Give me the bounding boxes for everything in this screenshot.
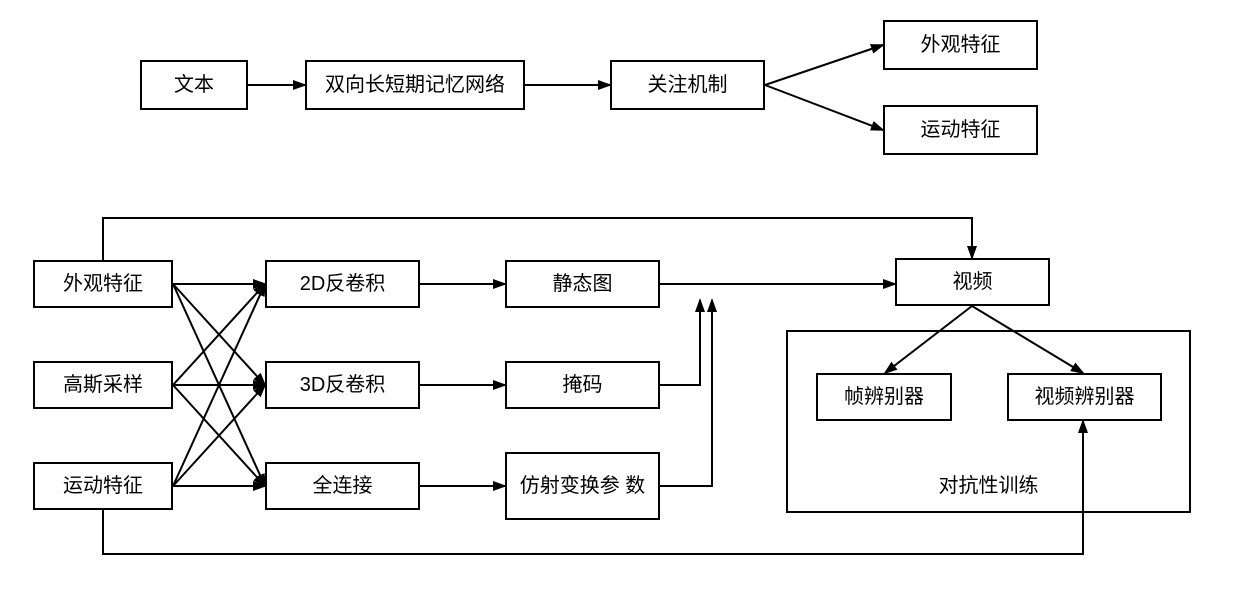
node-fc: 全连接 xyxy=(265,462,420,510)
node-gaussian: 高斯采样 xyxy=(33,361,173,409)
node-bilstm: 双向长短期记忆网络 xyxy=(305,60,525,110)
node-text: 文本 xyxy=(140,60,248,110)
adversarial-box: 对抗性训练 xyxy=(786,330,1191,513)
node-motion: 运动特征 xyxy=(33,462,173,510)
node-deconv2d: 2D反卷积 xyxy=(265,260,420,308)
node-affine: 仿射变换参 数 xyxy=(505,452,660,520)
adversarial-label: 对抗性训练 xyxy=(939,473,1039,507)
node-appearance-top: 外观特征 xyxy=(883,20,1038,70)
node-motion-top: 运动特征 xyxy=(883,105,1038,155)
node-mask: 掩码 xyxy=(505,361,660,409)
node-video: 视频 xyxy=(895,258,1050,306)
node-frame-discrim: 帧辨别器 xyxy=(816,373,952,421)
node-attention: 关注机制 xyxy=(610,60,765,110)
node-appearance: 外观特征 xyxy=(33,260,173,308)
node-static: 静态图 xyxy=(505,260,660,308)
node-video-discrim: 视频辨别器 xyxy=(1007,373,1162,421)
node-deconv3d: 3D反卷积 xyxy=(265,361,420,409)
